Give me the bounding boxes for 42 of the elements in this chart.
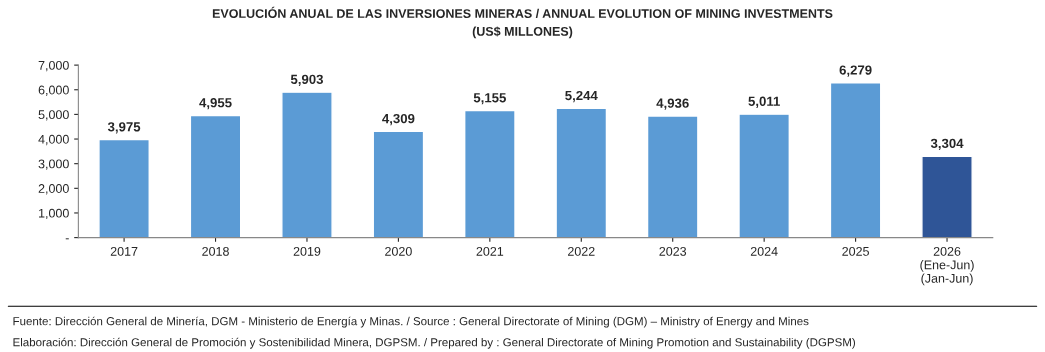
data-label: 5,011 [748,96,780,108]
data-label: 5,903 [290,74,323,86]
bar [98,138,150,238]
data-label: 4,309 [382,113,415,126]
x-tick-label: 2026 (Ene-Jun) (Jan-Jun) [920,246,974,286]
data-label: 3,304 [930,138,964,150]
data-label: 4,936 [656,98,689,110]
x-tick-label: 2025 [842,246,869,256]
y-tick-label: 6,000 [38,85,69,96]
y-tick-label: 1,000 [39,208,69,220]
bar [921,155,973,238]
x-tick-label: 2017 [110,246,138,256]
y-tick-label: 2,000 [38,184,69,195]
bar [555,107,608,238]
chart-title: EVOLUCIÓN ANUAL DE LAS INVERSIONES MINERAS / ANNUAL EVOLUTION OF MINING INVESTMENTS [212,6,833,19]
x-tick-label: 2020 [385,246,412,256]
bar [189,114,242,238]
bar [281,91,333,238]
source-note: Fuente: Dirección General de Minería, DGM - Ministerio de Energía y Minas. / Source : General Directorate of Mining (DGM) – Ministry of Energy and Mines [13,316,809,328]
data-label: 5,244 [565,90,598,103]
data-label: 3,975 [107,122,141,134]
bar [738,113,790,238]
bar [464,109,516,238]
chart-subtitle: (US$ MILLONES) [472,26,573,39]
x-tick-label: 2019 [293,246,321,256]
y-tick-label: - [65,238,69,240]
x-tick-label: 2024 [750,246,778,256]
bar [829,82,882,238]
y-tick-label: 7,000 [38,60,69,72]
x-tick-label: 2022 [568,246,595,256]
x-tick-label: 2021 [476,246,504,256]
x-tick-label: 2023 [659,246,687,256]
data-label: 5,155 [473,93,506,105]
data-label: 6,279 [839,65,872,77]
text: Elaboración: Dirección General de Promoción y Sostenibilidad Minera, DGPSM. / Prepared by : General Directorate of Mining Promotion and Sustainability (DGPSM) [13,337,856,349]
x-tick-label: 2018 [202,246,229,256]
data-label: 4,955 [199,98,232,110]
y-tick-label: 5,000 [38,110,69,121]
y-tick-label: 3,000 [38,159,69,170]
y-tick-label: 4,000 [38,134,69,146]
bar [372,130,425,238]
bar [646,115,699,238]
